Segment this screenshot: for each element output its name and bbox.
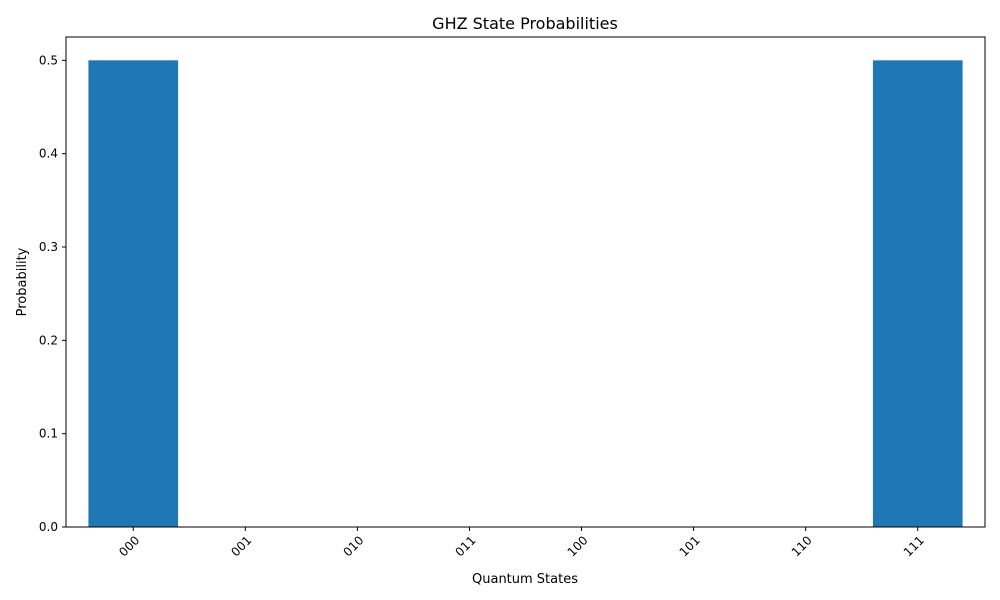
plot-frame: [65, 36, 986, 528]
x-tick-label: 100: [565, 533, 591, 559]
y-axis-ticks: 0.0 0.1 0.2 0.3 0.4 0.5: [39, 53, 66, 534]
chart-title: GHZ State Probabilities: [432, 14, 618, 33]
x-tick-label: 000: [116, 533, 142, 559]
y-tick-label: 0.1: [39, 427, 58, 441]
y-tick-label: 0.4: [39, 147, 58, 161]
y-tick-label: 0.2: [39, 333, 58, 347]
x-axis-label: Quantum States: [472, 572, 578, 587]
x-tick-label: 010: [340, 533, 366, 559]
x-tick-label: 110: [789, 533, 815, 559]
bars-group: [88, 60, 963, 527]
bar-000: [88, 60, 179, 527]
y-tick-label: 0.3: [39, 240, 58, 254]
y-tick-label: 0.5: [39, 53, 58, 67]
y-tick-label: 0.0: [39, 520, 58, 534]
bar-111: [872, 60, 963, 527]
y-axis-label: Probability: [15, 247, 30, 316]
x-axis-ticks: 000 001 010 011 100 101 110 111: [116, 527, 927, 559]
x-tick-label: 011: [452, 533, 478, 559]
x-tick-label: 111: [901, 533, 927, 559]
x-tick-label: 001: [228, 533, 254, 559]
x-tick-label: 101: [677, 533, 703, 559]
